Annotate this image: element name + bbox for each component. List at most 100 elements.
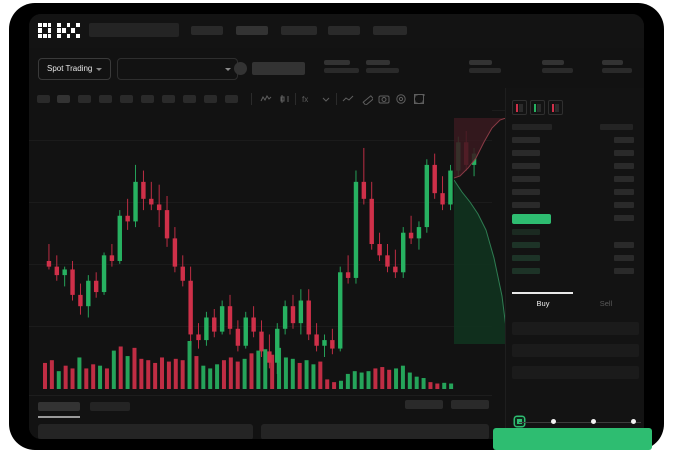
orderbook-header-price: [512, 124, 552, 130]
orderbook-bid-row[interactable]: [512, 242, 540, 248]
order-book-panel: Buy Sell: [505, 88, 644, 439]
bottom-tab-2[interactable]: [90, 402, 130, 411]
indicator-icon[interactable]: fx: [301, 93, 313, 105]
orderbook-ask-amount: [614, 137, 634, 143]
candlestick-icon[interactable]: [279, 93, 291, 105]
ruler-icon[interactable]: [361, 93, 373, 105]
stat-5: [602, 60, 632, 73]
tab-sell[interactable]: Sell: [599, 299, 613, 308]
stat-1-value: [324, 68, 359, 73]
orderbook-ask-row[interactable]: [512, 137, 540, 143]
stepper-step-4[interactable]: [631, 419, 636, 424]
stat-2: [366, 60, 399, 73]
timeframe-button-10[interactable]: [225, 95, 238, 103]
orderbook-last-amount: [614, 215, 634, 221]
tab-buy[interactable]: Buy: [536, 299, 550, 308]
orderbook-ask-amount: [614, 202, 634, 208]
order-price-field[interactable]: [512, 322, 639, 335]
timeframe-button-6[interactable]: [141, 95, 154, 103]
order-amount-field[interactable]: [512, 344, 639, 357]
orderbook-ask-amount: [614, 176, 634, 182]
volume-series: [43, 341, 454, 389]
chevron-down-icon: [225, 67, 231, 71]
bottom-panel-tabs: [29, 395, 492, 439]
nav-item-1[interactable]: [191, 26, 223, 35]
orderbook-ask-row[interactable]: [512, 150, 540, 156]
trade-form-tabs: Buy Sell: [512, 292, 639, 316]
stepper-step-2[interactable]: [551, 419, 556, 424]
orderbook-bid-row[interactable]: [512, 268, 540, 274]
stat-5-value: [602, 68, 632, 73]
orderbook-ask-row[interactable]: [512, 176, 540, 182]
bottom-action-1[interactable]: [405, 400, 443, 409]
candlestick-series: [46, 131, 477, 374]
orderbook-bids-icon[interactable]: [530, 100, 545, 115]
trading-mode-label: Spot Trading: [47, 64, 93, 73]
okx-logo-icon[interactable]: [38, 23, 80, 38]
settings-icon[interactable]: [395, 93, 407, 105]
orderbook-bid-row[interactable]: [512, 255, 540, 261]
bottom-tab-1[interactable]: [38, 402, 80, 411]
orderbook-ask-row[interactable]: [512, 189, 540, 195]
orderbook-bid-row[interactable]: [512, 229, 540, 235]
pair-name-label: [252, 62, 305, 75]
timeframe-button-2[interactable]: [57, 95, 70, 103]
global-search-input[interactable]: [89, 23, 179, 37]
nav-item-4[interactable]: [328, 26, 360, 35]
timeframe-button-4[interactable]: [99, 95, 112, 103]
timeframe-button-7[interactable]: [162, 95, 175, 103]
tablet-screen: Spot Trading: [29, 14, 644, 439]
chart-gridline: [29, 140, 492, 141]
nav-item-5[interactable]: [373, 26, 407, 35]
stepper-step-3[interactable]: [591, 419, 596, 424]
active-tab-indicator: [38, 416, 80, 418]
coin-avatar: [234, 62, 247, 75]
timeframe-button-8[interactable]: [183, 95, 196, 103]
orderbook-header-amount: [600, 124, 633, 130]
nav-item-3[interactable]: [281, 26, 317, 35]
stat-1-label: [324, 60, 350, 65]
orderbook-asks-icon[interactable]: [548, 100, 563, 115]
toolbar-divider: [295, 93, 296, 105]
nav-item-2[interactable]: [236, 26, 268, 35]
orderbook-ask-row[interactable]: [512, 202, 540, 208]
market-depth-chart: [454, 118, 506, 344]
trading-mode-dropdown[interactable]: Spot Trading: [38, 58, 112, 80]
stat-1: [324, 60, 359, 73]
orderbook-both-icon[interactable]: [512, 100, 527, 115]
pair-select-dropdown[interactable]: [117, 58, 238, 80]
active-tab-indicator: [512, 292, 573, 294]
onboarding-stepper: [515, 417, 644, 429]
stat-3-label: [469, 60, 492, 65]
line-chart-icon[interactable]: [260, 93, 272, 105]
price-chart-pane[interactable]: [29, 110, 492, 395]
orderbook-ask-amount: [614, 150, 634, 156]
timeframe-button-5[interactable]: [120, 95, 133, 103]
chevron-down-icon: [96, 67, 103, 71]
orderbook-ask-amount: [614, 163, 634, 169]
stat-5-label: [602, 60, 623, 65]
orderbook-bid-amount: [614, 268, 634, 274]
trend-line-icon[interactable]: [342, 93, 354, 105]
orderbook-bid-amount: [614, 255, 634, 261]
pair-header-bar: Spot Trading: [29, 48, 644, 89]
timeframe-button-9[interactable]: [204, 95, 217, 103]
bottom-action-2[interactable]: [451, 400, 489, 409]
stat-3: [469, 60, 501, 73]
camera-icon[interactable]: [378, 93, 390, 105]
timeframe-button-1[interactable]: [37, 95, 50, 103]
chevron-down-icon[interactable]: [320, 93, 332, 105]
timeframe-button-3[interactable]: [78, 95, 91, 103]
bottom-content-row-2: [261, 424, 489, 439]
stepper-track: [519, 422, 641, 423]
order-total-field[interactable]: [512, 366, 639, 379]
stat-4-label: [542, 60, 564, 65]
toolbar-divider: [336, 93, 337, 105]
tablet-device-frame: Spot Trading: [9, 3, 664, 450]
stepper-step-1-active[interactable]: [515, 417, 524, 426]
primary-cta-button[interactable]: [493, 428, 652, 450]
fullscreen-icon[interactable]: [413, 93, 425, 105]
stat-3-value: [469, 68, 501, 73]
orderbook-ask-row[interactable]: [512, 163, 540, 169]
orderbook-last-price: [512, 214, 551, 224]
